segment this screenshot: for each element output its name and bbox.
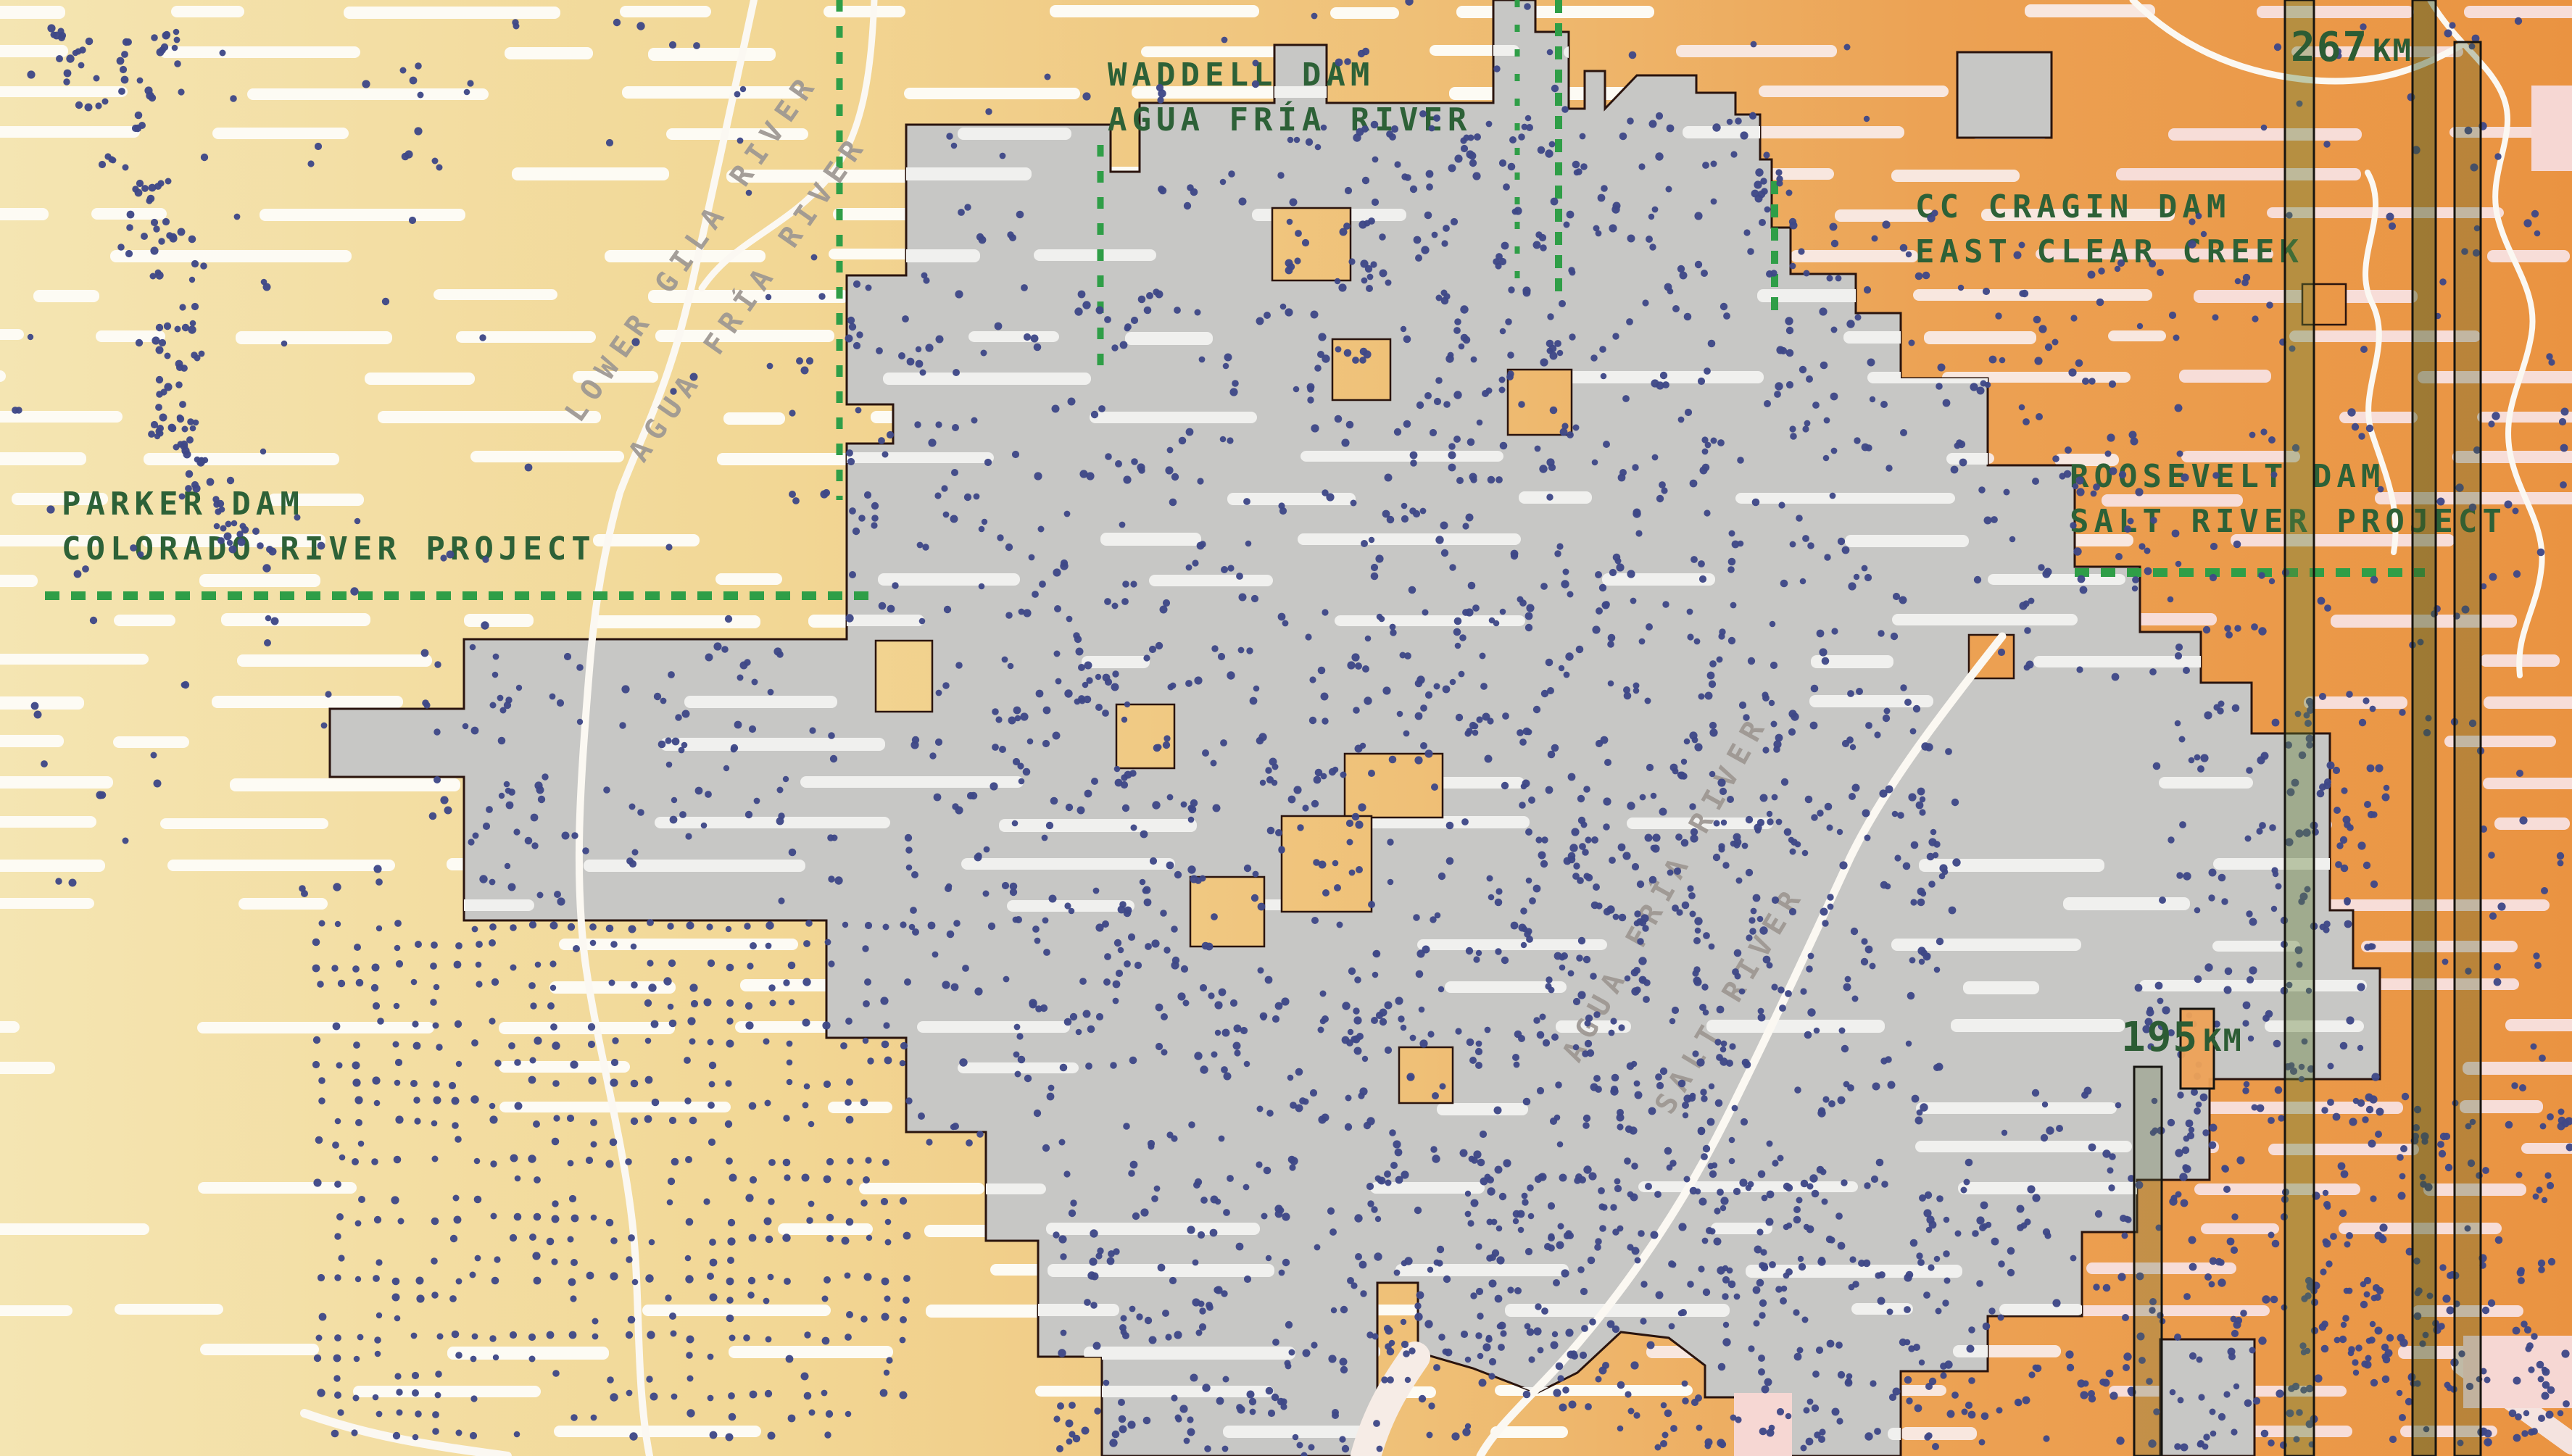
dam-label-cc-cragin: CC CRAGIN DAM EAST CLEAR CREEK <box>1915 188 2304 270</box>
dam-label-parker-line1: PARKER DAM <box>62 486 304 523</box>
leader-lines-layer <box>45 0 2425 600</box>
dam-label-waddell-line1: WADDELL DAM <box>1108 57 1374 93</box>
distance-195-unit: KM <box>2203 1023 2243 1058</box>
distance-marker-195km: 195 KM <box>2121 1014 2243 1061</box>
canal-bars-layer <box>2133 0 2482 1456</box>
dam-label-cc-cragin-line2: EAST CLEAR CREEK <box>1915 233 2304 270</box>
wells-layer <box>12 0 2572 1456</box>
dam-label-waddell-line2: AGUA FRÍA RIVER <box>1108 100 1472 138</box>
distance-marker-267km: 267 KM <box>2291 24 2413 71</box>
dam-label-parker: PARKER DAM COLORADO RIVER PROJECT <box>62 486 596 567</box>
dam-label-roosevelt-line1: ROOSEVELT DAM <box>2070 458 2385 495</box>
dam-label-parker-line2: COLORADO RIVER PROJECT <box>62 531 596 567</box>
dam-label-waddell: WADDELL DAM AGUA FRÍA RIVER <box>1108 57 1472 138</box>
distance-267-unit: KM <box>2373 33 2413 68</box>
dam-label-cc-cragin-line1: CC CRAGIN DAM <box>1915 188 2231 225</box>
distance-markers-layer: 267 KM 195 KM <box>2121 24 2413 1061</box>
distance-195-value: 195 <box>2121 1014 2199 1061</box>
dam-labels-layer: PARKER DAM COLORADO RIVER PROJECT WADDEL… <box>62 57 2502 567</box>
distance-267-value: 267 <box>2291 24 2368 71</box>
